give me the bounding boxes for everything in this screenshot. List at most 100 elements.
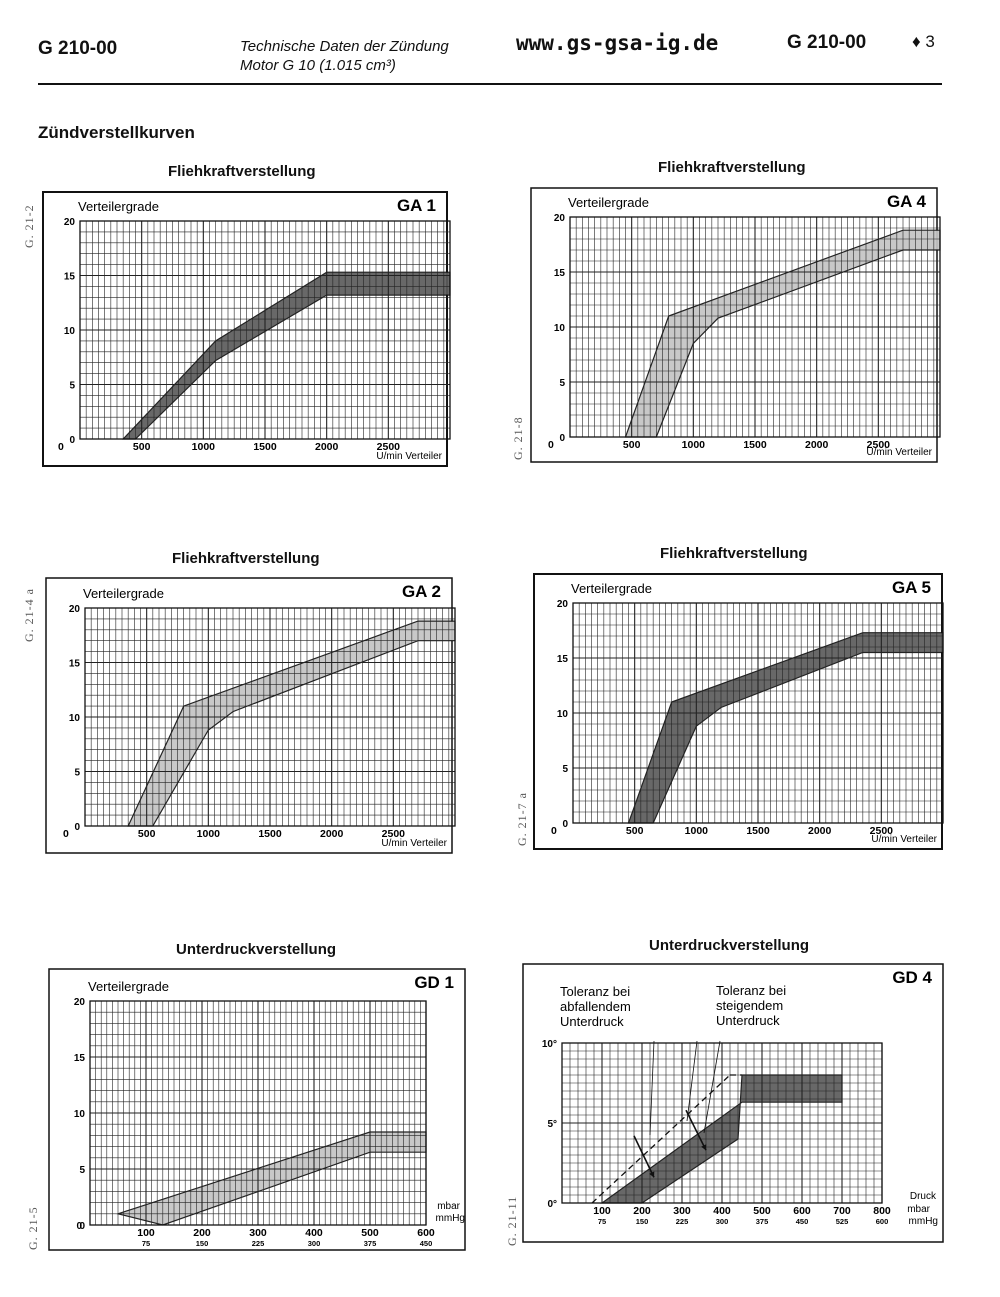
x-tick-label: 2000 (320, 828, 344, 840)
annotation-rising-line: steigendem (716, 998, 783, 1013)
doc-code-right: G 210-00 (787, 32, 867, 53)
y-axis-label: Verteilergrade (83, 586, 164, 601)
tolerance-arrow-rising-head (701, 1144, 707, 1151)
x-tick-label-mmhg: 75 (598, 1217, 606, 1226)
y-tick-label: 20 (554, 213, 566, 224)
y-tick-label: 15 (554, 268, 566, 279)
chart-ga5: GA 5 Verteilergrade 0 5 10 15 20 500 1000 1500 200… (533, 573, 944, 850)
annotation-falling: Toleranz bei abfallendem Unterdruck (560, 984, 631, 1029)
plot-area-border (84, 607, 456, 827)
x-axis-label-druck: Druck (910, 1191, 937, 1202)
x-tick-label-mmhg: 450 (796, 1217, 809, 1226)
x-tick-label: 600 (793, 1205, 811, 1217)
x-tick-label-mmhg: 225 (252, 1239, 265, 1248)
y-tick-label: 10 (64, 326, 76, 337)
chart-frame (530, 187, 938, 463)
plot-area-border (79, 220, 451, 440)
x-origin-label: 0 (63, 828, 69, 840)
chart-title-gd4: Unterdruckverstellung (649, 937, 810, 954)
x-tick-label: 1000 (192, 441, 216, 453)
y-tick-label: 10 (69, 713, 81, 724)
x-tick-label: 400 (713, 1205, 731, 1217)
leader-line-rising (703, 1040, 721, 1134)
x-axis-label-mbar: mbar (907, 1204, 930, 1215)
chart-title-gd1: Unterdruckverstellung (176, 941, 337, 958)
chart-frame (522, 963, 944, 1243)
x-axis-label: U/min Verteiler (376, 451, 442, 462)
x-tick-label: 500 (138, 828, 156, 840)
chart-label: GA 2 (402, 582, 441, 601)
y-tick-label: 5 (79, 1165, 85, 1176)
chart-ga1: GA 1 Verteilergrade 0 5 10 15 20 500 1000 1500 200… (42, 191, 451, 467)
plot-area-border (89, 1000, 427, 1226)
x-tick-label-mmhg: 150 (196, 1239, 209, 1248)
tolerance-band (115, 1131, 427, 1226)
chart-title-ga4: Fliehkraftverstellung (658, 159, 806, 176)
chart-frame (45, 577, 453, 854)
chart-title-ga2: Fliehkraftverstellung (172, 550, 320, 567)
doc-subtitle-line2: Motor G 10 (1.015 cm³) (240, 57, 396, 74)
y-tick-label: 0 (79, 1221, 85, 1232)
x-tick-label: 700 (833, 1205, 851, 1217)
y-axis-label: Verteilergrade (78, 199, 159, 214)
x-axis-label: U/min Verteiler (871, 834, 937, 845)
x-axis-label-mmhg: mmHg (436, 1213, 465, 1224)
leader-line-falling (649, 1040, 655, 1136)
x-tick-label: 600 (417, 1227, 435, 1239)
x-tick-label: 1500 (258, 828, 282, 840)
grid-lines (89, 1000, 427, 1226)
chart-label: GA 5 (892, 578, 931, 597)
x-tick-label: 1500 (253, 441, 277, 453)
y-tick-label: 5 (562, 764, 568, 775)
y-axis-label: Verteilergrade (568, 195, 649, 210)
y-tick-label: 20 (69, 604, 81, 615)
x-tick-label: 500 (626, 825, 644, 837)
y-tick-label: 15 (69, 659, 81, 670)
doc-subtitle-line1: Technische Daten der Zündung (240, 38, 449, 55)
chart-svg-ga2: GA 2 Verteilergrade 0 5 10 15 20 500 1000 1500 200… (45, 577, 456, 854)
y-tick-label: 5 (74, 768, 80, 779)
annotation-falling-line: Toleranz bei (560, 984, 630, 999)
y-axis-label: Verteilergrade (88, 979, 169, 994)
x-tick-label: 100 (137, 1227, 155, 1239)
section-title: Zündverstellkurven (38, 123, 195, 142)
grid-lines (561, 1042, 883, 1204)
chart-svg-ga5: GA 5 Verteilergrade 0 5 10 15 20 500 1000 1500 200… (533, 573, 944, 850)
side-code-ga1: G. 21-2 (22, 204, 36, 248)
side-code-gd1: G. 21-5 (26, 1206, 40, 1250)
x-origin-label: 0 (76, 1221, 82, 1232)
x-tick-label: 2500 (377, 441, 401, 453)
side-code-gd4: G. 21-11 (505, 1195, 519, 1246)
x-tick-label: 100 (593, 1205, 611, 1217)
x-tick-label: 500 (623, 439, 641, 451)
leader-line-falling-2 (686, 1040, 698, 1122)
y-tick-label: 0 (559, 433, 565, 444)
tolerance-arrow-rising (685, 1109, 707, 1151)
x-axis-label-mbar: mbar (437, 1201, 460, 1212)
x-tick-label-mmhg: 375 (364, 1239, 377, 1248)
x-tick-label: 500 (361, 1227, 379, 1239)
annotation-rising-line: Toleranz bei (716, 983, 786, 998)
y-tick-label: 20 (557, 599, 569, 610)
doc-subtitle: Technische Daten der Zündung Motor G 10 … (240, 37, 449, 75)
annotation-falling-line: Unterdruck (560, 1014, 624, 1029)
chart-label: GA 4 (887, 192, 927, 211)
x-tick-label-mmhg: 450 (420, 1239, 433, 1248)
chart-label: GA 1 (397, 196, 436, 215)
y-tick-label: 20 (64, 217, 76, 228)
y-tick-label: 0 (69, 435, 75, 446)
y-tick-label: 15 (74, 1053, 86, 1064)
plot-area-border (569, 216, 941, 438)
chart-frame (48, 968, 466, 1251)
y-tick-label: 10 (554, 323, 566, 334)
y-tick-label: 20 (74, 997, 86, 1008)
y-tick-label: 0 (562, 819, 568, 830)
chart-title-ga1: Fliehkraftverstellung (168, 163, 316, 180)
x-tick-label-mmhg: 300 (308, 1239, 321, 1248)
tolerance-dashed-line (591, 1074, 731, 1204)
x-tick-label: 200 (193, 1227, 211, 1239)
x-axis-label: U/min Verteiler (381, 838, 447, 849)
y-tick-label: 0 (74, 822, 80, 833)
x-tick-label-mmhg: 600 (876, 1217, 889, 1226)
